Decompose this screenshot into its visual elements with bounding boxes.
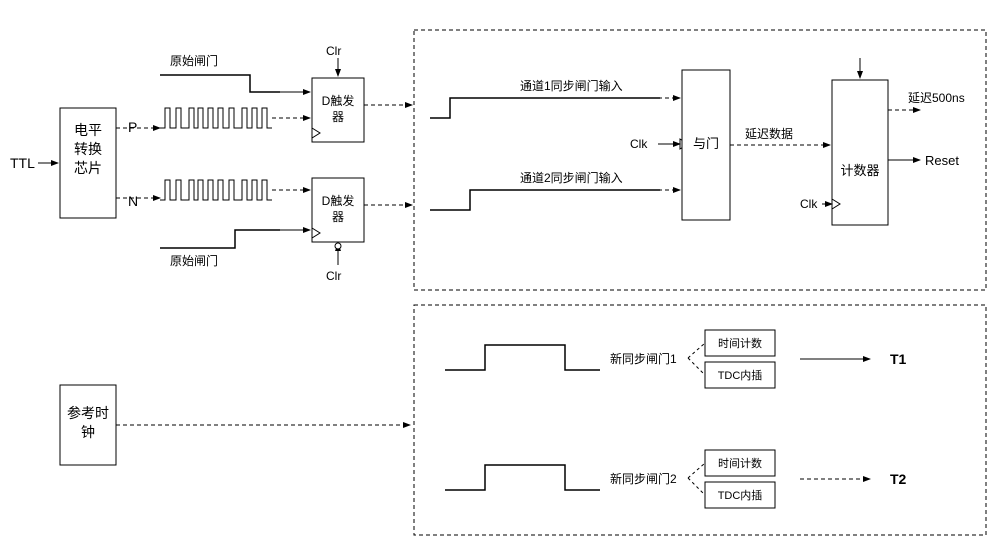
clr-top-label: Clr [326, 44, 341, 58]
new-gate2-label: 新同步闸门2 [610, 471, 677, 486]
new-gate1-label: 新同步闸门1 [610, 351, 677, 366]
clr-bot-bubble [335, 243, 341, 249]
bottom-panel [414, 305, 986, 535]
gate1-split-bot [688, 358, 705, 375]
clr-bot-label: Clr [326, 269, 341, 283]
delay500-label: 延迟500ns [908, 91, 965, 105]
clk-counter-label: Clk [800, 197, 818, 211]
and-gate-text: 与门 [693, 136, 719, 151]
level-chip-text: 电平转换芯片 [74, 122, 102, 176]
tdc2-text: TDC内插 [718, 488, 763, 502]
time-count2-text: 时间计数 [718, 457, 762, 470]
pulse-train-n [160, 180, 272, 200]
orig-gate-top-signal [160, 75, 280, 92]
orig-gate-bot-signal [160, 230, 280, 248]
orig-gate-bot-label: 原始闸门 [170, 253, 218, 268]
ch1-label: 通道1同步闸门输入 [520, 78, 623, 93]
ch2-signal [430, 190, 660, 210]
ch1-signal [430, 98, 660, 118]
orig-gate-top-label: 原始闸门 [170, 53, 218, 68]
reset-label: Reset [925, 153, 959, 168]
ttl-label: TTL [10, 155, 35, 171]
delay-data-label: 延迟数据 [745, 126, 793, 141]
time-count1-text: 时间计数 [718, 337, 762, 350]
pulse-train-p [160, 108, 272, 128]
new-gate2-signal [445, 465, 600, 490]
clk-and-label: Clk [630, 137, 648, 151]
counter-box [832, 80, 888, 225]
counter-text: 计数器 [840, 163, 879, 178]
gate1-split-top [688, 343, 705, 358]
ch2-label: 通道2同步闸门输入 [520, 170, 623, 185]
p-label: P [128, 119, 137, 135]
t1-label: T1 [890, 351, 907, 367]
new-gate1-signal [445, 345, 600, 370]
t2-label: T2 [890, 471, 907, 487]
n-label: N [128, 193, 138, 209]
gate2-split-top [688, 463, 705, 478]
gate2-split-bot [688, 478, 705, 495]
tdc1-text: TDC内插 [718, 368, 763, 382]
